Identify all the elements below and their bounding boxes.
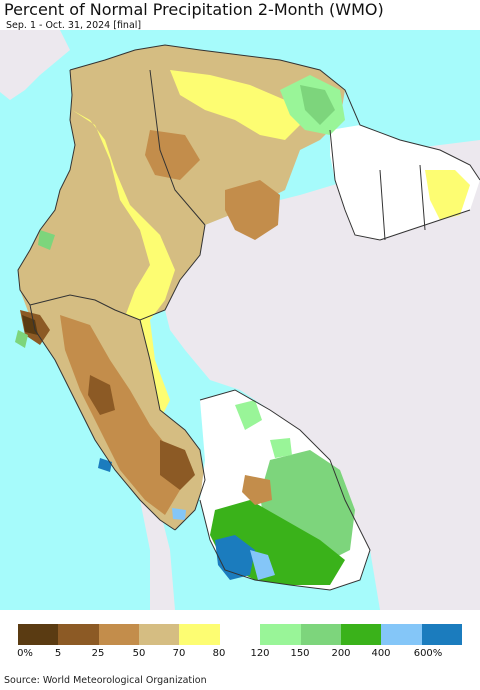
region-bolivia-lightgreen [235,400,292,458]
legend-swatch-5 [219,624,261,645]
legend-colorbar [18,624,462,645]
region-guianas-yellow [425,170,470,220]
region-coast-blue [98,458,112,472]
legend-swatch-1 [58,624,99,645]
legend-label-3: 50 [132,648,146,659]
legend-label-6: 120 [250,648,270,659]
region-darkbrown-peru [20,310,195,490]
legend-label-0: 0% [17,648,33,659]
legend-swatch-4 [179,624,220,645]
legend-label-10: 600% [413,648,443,659]
region-coast-green [15,230,55,348]
legend-swatch-0 [18,624,59,645]
region-bolivia-lightblue [250,550,275,580]
country-borders [17,44,480,591]
region-darkbrown-venezuela [225,180,280,240]
legend-swatch-3 [139,624,180,645]
lake-titicaca [172,508,186,520]
legend-swatch-2 [98,624,140,645]
region-midgreen-venezuela [300,85,335,125]
legend-label-7: 150 [290,648,310,659]
legend-label-2: 25 [91,648,105,659]
legend-swatch-7 [300,624,341,645]
legend-swatch-9 [381,624,422,645]
region-brown-peru [60,315,180,515]
source-credit: Source: World Meteorological Organizatio… [4,675,207,686]
map-title: Percent of Normal Precipitation 2-Month … [4,0,384,19]
region-yellow-west [72,110,175,420]
legend-label-8: 200 [331,648,351,659]
legend-swatch-6 [260,624,301,645]
region-bolivia-brown [242,475,272,505]
legend-label-9: 400 [371,648,391,659]
legend-swatch-10 [421,624,462,645]
map-subtitle: Sep. 1 - Oct. 31, 2024 [final] [6,20,142,31]
legend-label-4: 70 [172,648,186,659]
region-verydark-ecuador [22,315,38,335]
legend-label-5: 80 [212,648,226,659]
legend-label-1: 5 [54,648,62,659]
legend-labels: 0% 5 25 50 70 80 120 150 200 400 600% [0,648,480,662]
legend-swatch-8 [340,624,382,645]
precipitation-map [0,30,480,610]
region-yellow-north [170,70,300,140]
region-bolivia-blue [215,535,255,580]
